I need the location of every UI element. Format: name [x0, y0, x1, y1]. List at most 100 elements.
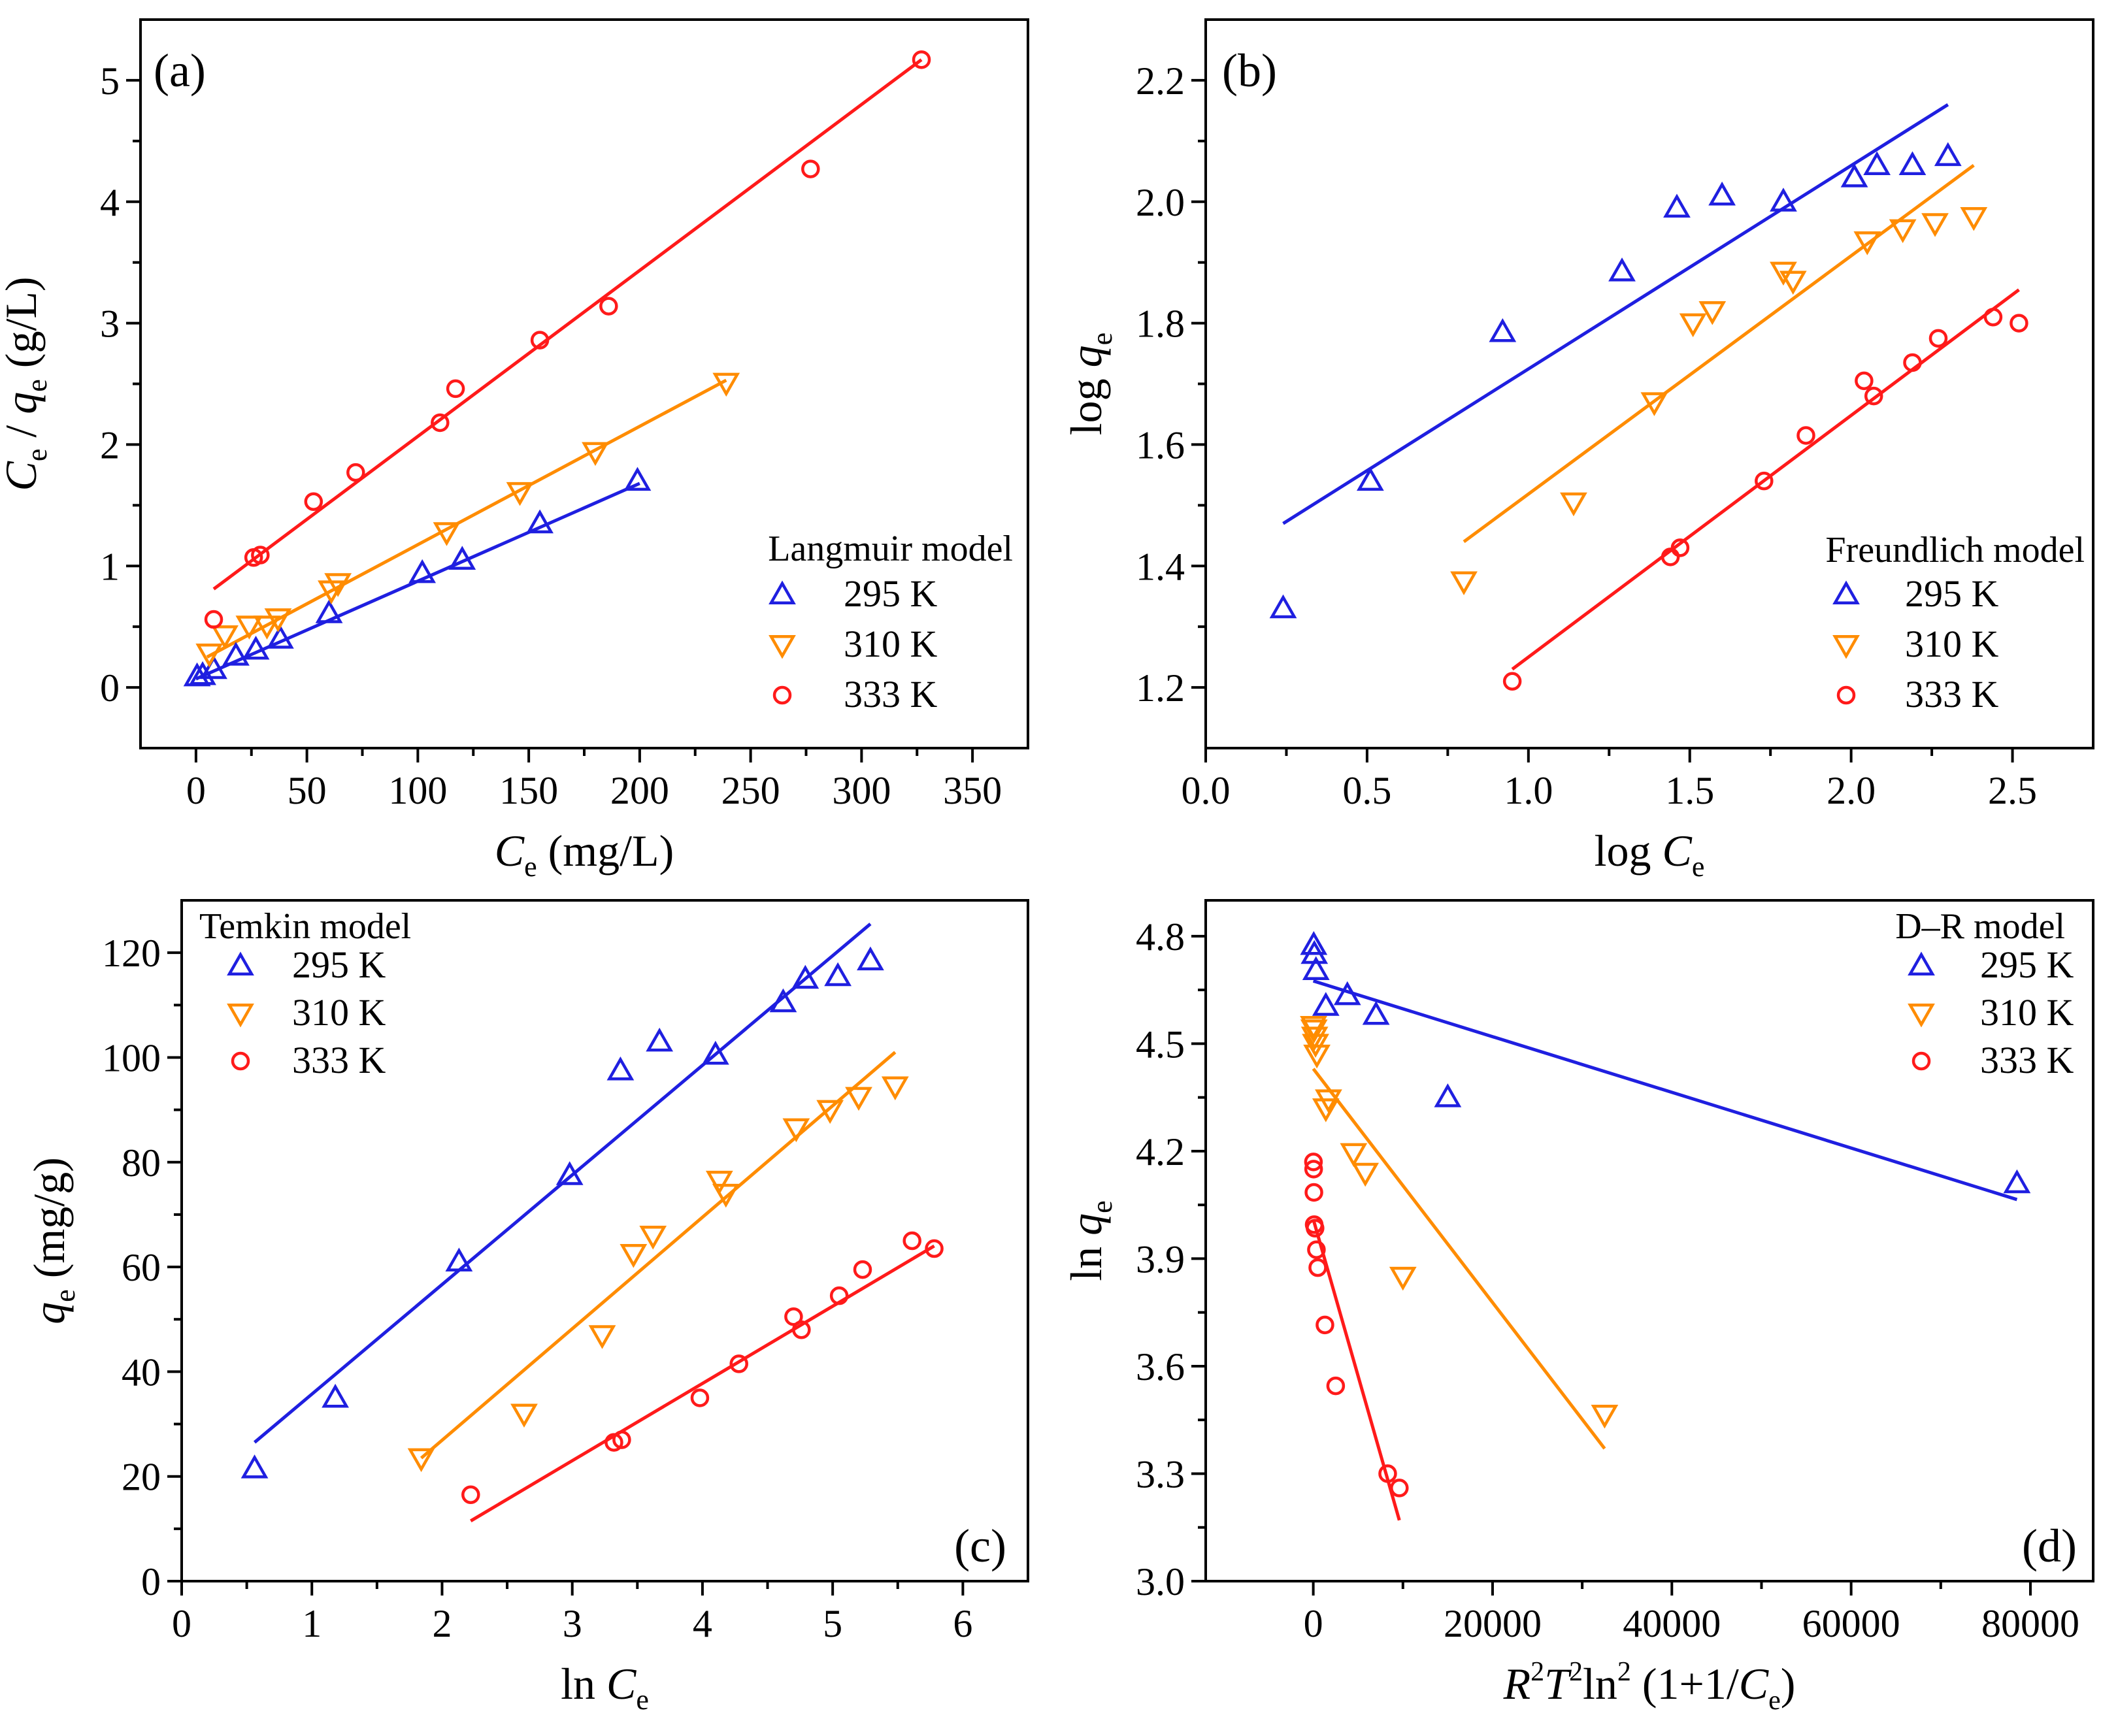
x-tick-label: 1.0: [1504, 769, 1553, 812]
legend-marker: [772, 685, 792, 705]
data-point: [1898, 151, 1927, 175]
data-point: [1670, 538, 1690, 557]
data-point: [267, 625, 294, 649]
legend-label: 295 K: [844, 572, 938, 615]
data-point: [845, 1087, 872, 1111]
data-point: [1983, 308, 2003, 327]
fit-line: [1282, 103, 1949, 525]
fit-line: [206, 378, 727, 659]
fit-line: [1312, 1219, 1401, 1521]
data-point: [1389, 1266, 1417, 1291]
data-point: [701, 1040, 729, 1065]
data-point: [235, 615, 263, 640]
data-point: [816, 1100, 844, 1124]
plot-frame: [1204, 899, 2094, 1582]
fit-line: [1463, 163, 1975, 544]
legend-label: 333 K: [292, 1039, 386, 1081]
data-point: [1779, 270, 1807, 295]
data-point: [1755, 471, 1774, 491]
data-point: [264, 608, 292, 632]
x-tick-label: 4: [693, 1602, 712, 1645]
data-point: [555, 1161, 584, 1185]
fit-line: [1312, 979, 2018, 1202]
data-point: [712, 1183, 740, 1208]
data-point: [1864, 386, 1883, 406]
data-point: [604, 1433, 623, 1452]
x-tick-label: 250: [721, 769, 780, 812]
data-point: [1663, 193, 1691, 218]
legend-marker: [1832, 635, 1860, 659]
y-tick-label: 0: [141, 1560, 161, 1603]
legend-marker: [769, 635, 796, 659]
data-point: [1903, 353, 1922, 372]
y-tick-label: 60: [122, 1246, 161, 1289]
legend-label: 310 K: [1905, 623, 1999, 665]
data-point: [1333, 981, 1361, 1006]
data-point: [1960, 206, 1988, 231]
fit-line: [420, 1051, 897, 1460]
legend-label: 333 K: [844, 673, 938, 715]
data-point: [304, 492, 323, 512]
legend-marker: [1908, 1004, 1935, 1028]
data-point: [433, 522, 461, 546]
legend-marker: [1908, 951, 1935, 975]
panel-a: 0 50 100 150 200 250 300 350 0 1 2 3 4 5 Ce (mg/L) Ce /…: [0, 18, 1029, 883]
data-point: [431, 413, 450, 433]
data-point: [801, 159, 820, 178]
legend-title: D–R model: [1895, 906, 2065, 947]
x-tick-label: 2.0: [1827, 769, 1876, 812]
y-tick-label: 1: [100, 545, 120, 588]
data-point: [1326, 1376, 1346, 1396]
data-point: [240, 1454, 269, 1479]
data-point: [1840, 163, 1868, 188]
x-tick-label: 80000: [1981, 1602, 2079, 1645]
legend-title: Temkin model: [199, 906, 411, 947]
fit-line: [1511, 288, 2020, 671]
legend-label: 295 K: [1905, 572, 1999, 615]
data-point: [1304, 1160, 1323, 1179]
fit-line: [1312, 1068, 1606, 1450]
data-point: [902, 1231, 921, 1251]
data-point: [2003, 1169, 2031, 1194]
legend-marker: [1836, 685, 1856, 705]
y-tick-label: 2.0: [1136, 181, 1185, 224]
data-point: [1302, 956, 1330, 980]
panel-label: (c): [954, 1520, 1006, 1572]
data-point: [1640, 392, 1668, 416]
data-point: [620, 1244, 648, 1268]
data-point: [1708, 181, 1736, 206]
data-point: [1269, 594, 1297, 619]
data-point: [912, 50, 931, 69]
data-point: [925, 1239, 944, 1258]
y-tick-label: 5: [100, 59, 120, 103]
x-tick-label: 1: [302, 1602, 322, 1645]
data-point: [791, 964, 819, 989]
legend-label: 310 K: [844, 623, 938, 665]
x-tick-label: 1.5: [1665, 769, 1714, 812]
legend-label: 333 K: [1980, 1039, 2074, 1081]
data-point: [446, 379, 465, 399]
y-tick-label: 0: [100, 666, 120, 710]
data-point: [784, 1307, 803, 1326]
data-point: [324, 573, 352, 597]
data-point: [526, 509, 554, 534]
x-tick-label: 2: [432, 1602, 452, 1645]
x-tick-label: 150: [499, 769, 558, 812]
x-axis-title: ln Ce: [561, 1659, 649, 1716]
x-tick-label: 0.5: [1342, 769, 1391, 812]
legend-label: 310 K: [292, 991, 386, 1034]
data-point: [1796, 426, 1815, 445]
x-tick-label: 2.5: [1988, 769, 2037, 812]
data-point: [1300, 931, 1328, 955]
panel-b: 0.0 0.5 1.0 1.5 2.0 2.5 1.2 1.4 1.6 1.8 2.0 2.2 log …: [1061, 18, 2094, 883]
y-tick-label: 4.2: [1136, 1130, 1185, 1173]
data-point: [705, 1170, 733, 1195]
y-tick-label: 4: [100, 181, 120, 224]
data-point: [1502, 672, 1522, 691]
data-point: [315, 599, 343, 623]
data-point: [1315, 1315, 1334, 1335]
y-axis-title: log qe: [1061, 333, 1118, 435]
data-point: [530, 331, 550, 350]
data-point: [1928, 329, 1948, 348]
